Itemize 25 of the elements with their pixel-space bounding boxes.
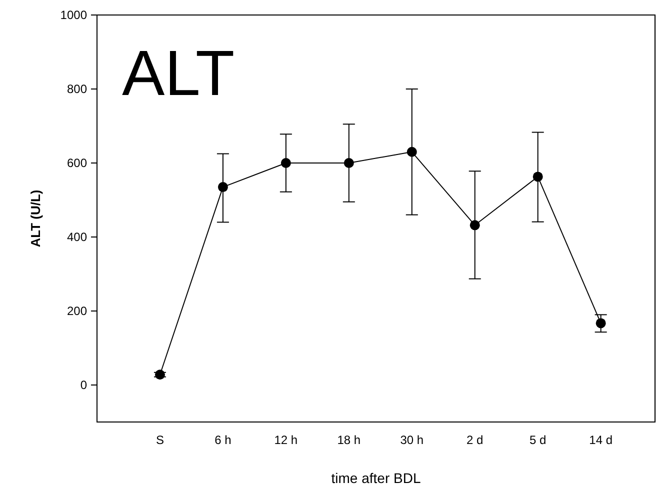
chart-title: ALT <box>122 37 235 109</box>
point <box>596 318 606 328</box>
x-tick-label: 18 h <box>337 433 361 447</box>
y-tick-label: 800 <box>66 82 88 96</box>
x-tick-label: S <box>156 433 164 447</box>
x-tick-label: 12 h <box>274 433 298 447</box>
y-tick-label: 600 <box>66 156 88 170</box>
y-tick-label: 0 <box>80 378 88 392</box>
point <box>406 146 417 157</box>
point <box>344 158 354 168</box>
x-axis-title: time after BDL <box>331 470 421 486</box>
point <box>470 220 480 230</box>
x-tick-label: 14 d <box>589 433 613 447</box>
point <box>218 182 228 192</box>
x-tick-label: 30 h <box>400 433 424 447</box>
point <box>532 172 543 182</box>
point <box>154 370 165 380</box>
point <box>280 158 291 168</box>
x-tick-label: 6 h <box>214 433 232 447</box>
y-tick-label: 200 <box>66 304 88 318</box>
y-axis-title: ALT (U/L) <box>28 190 43 248</box>
y-tick-label: 1000 <box>60 8 88 22</box>
y-tick-label: 400 <box>66 230 88 244</box>
x-tick-label: 5 d <box>530 433 546 447</box>
x-tick-label: 2 d <box>466 433 484 447</box>
